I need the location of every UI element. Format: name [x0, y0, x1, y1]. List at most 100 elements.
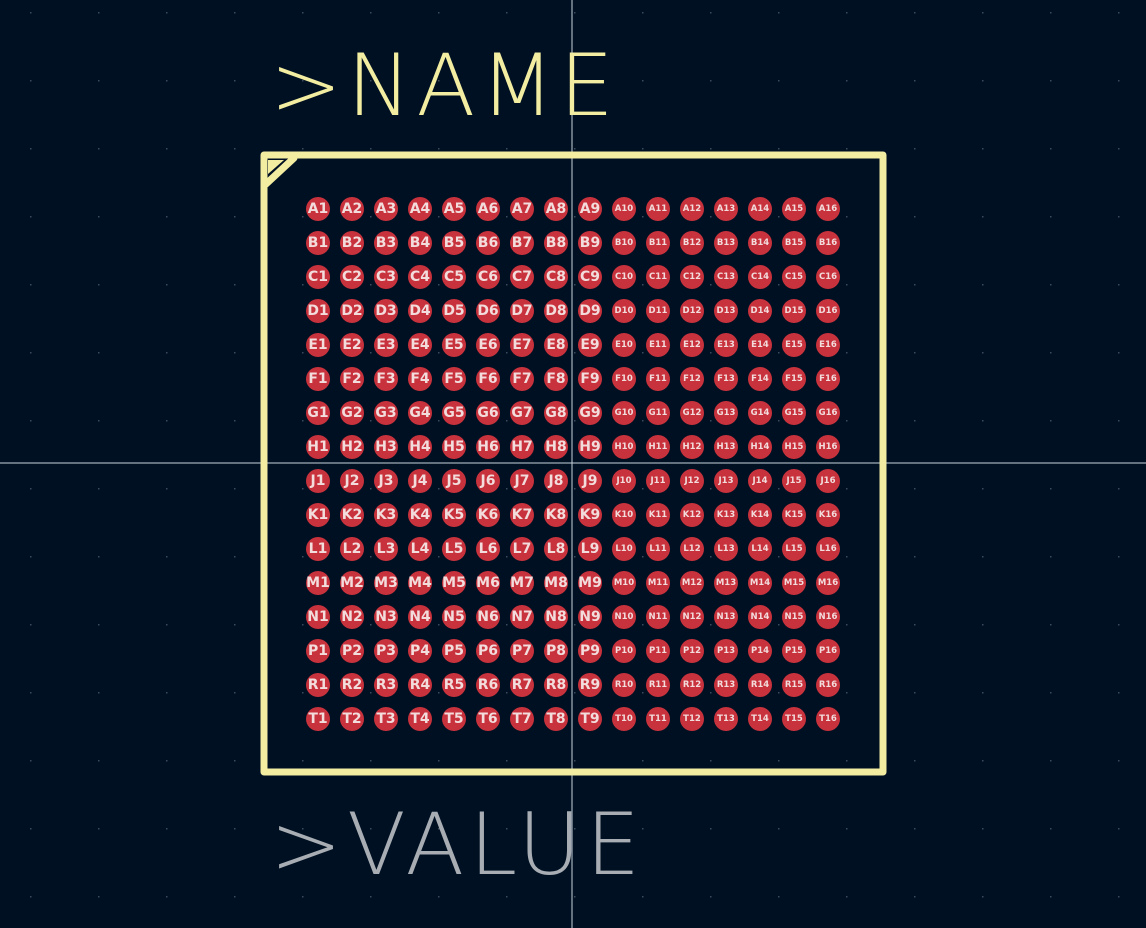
pad-j7[interactable]: J7	[510, 469, 534, 493]
pad-k1[interactable]: K1	[306, 503, 330, 527]
pad-k5[interactable]: K5	[442, 503, 466, 527]
pad-k7[interactable]: K7	[510, 503, 534, 527]
pad-l14[interactable]: L14	[748, 537, 772, 561]
pad-b3[interactable]: B3	[374, 231, 398, 255]
pad-circle[interactable]	[306, 435, 330, 459]
pad-circle[interactable]	[510, 537, 534, 561]
pad-circle[interactable]	[408, 197, 432, 221]
pad-t6[interactable]: T6	[476, 707, 500, 731]
pad-circle[interactable]	[476, 231, 500, 255]
pad-circle[interactable]	[408, 503, 432, 527]
pad-circle[interactable]	[306, 503, 330, 527]
pad-circle[interactable]	[374, 605, 398, 629]
pad-circle[interactable]	[544, 469, 568, 493]
pad-m8[interactable]: M8	[544, 571, 568, 595]
pad-circle[interactable]	[680, 503, 704, 527]
pad-k2[interactable]: K2	[340, 503, 364, 527]
pad-f15[interactable]: F15	[782, 367, 806, 391]
pad-circle[interactable]	[748, 231, 772, 255]
pad-circle[interactable]	[816, 401, 840, 425]
pad-circle[interactable]	[816, 299, 840, 323]
pad-circle[interactable]	[408, 265, 432, 289]
pad-circle[interactable]	[748, 367, 772, 391]
pad-c8[interactable]: C8	[544, 265, 568, 289]
pad-j1[interactable]: J1	[306, 469, 330, 493]
pad-circle[interactable]	[442, 299, 466, 323]
pad-circle[interactable]	[646, 469, 670, 493]
pad-r1[interactable]: R1	[306, 673, 330, 697]
pad-t8[interactable]: T8	[544, 707, 568, 731]
pad-circle[interactable]	[374, 639, 398, 663]
pad-circle[interactable]	[714, 571, 738, 595]
pad-c5[interactable]: C5	[442, 265, 466, 289]
pad-e15[interactable]: E15	[782, 333, 806, 357]
pad-circle[interactable]	[782, 537, 806, 561]
pad-g13[interactable]: G13	[714, 401, 738, 425]
pad-circle[interactable]	[408, 469, 432, 493]
pad-circle[interactable]	[306, 401, 330, 425]
pad-circle[interactable]	[442, 537, 466, 561]
pad-m5[interactable]: M5	[442, 571, 466, 595]
pad-g6[interactable]: G6	[476, 401, 500, 425]
pad-h15[interactable]: H15	[782, 435, 806, 459]
pad-circle[interactable]	[408, 435, 432, 459]
pad-circle[interactable]	[340, 333, 364, 357]
pad-circle[interactable]	[680, 265, 704, 289]
pad-circle[interactable]	[612, 435, 636, 459]
pad-circle[interactable]	[544, 333, 568, 357]
pad-m13[interactable]: M13	[714, 571, 738, 595]
pad-circle[interactable]	[510, 707, 534, 731]
pad-d4[interactable]: D4	[408, 299, 432, 323]
pad-t11[interactable]: T11	[646, 707, 670, 731]
pad-a9[interactable]: A9	[578, 197, 602, 221]
pad-circle[interactable]	[612, 605, 636, 629]
pad-d16[interactable]: D16	[816, 299, 840, 323]
pad-circle[interactable]	[476, 401, 500, 425]
pad-circle[interactable]	[714, 231, 738, 255]
pad-f12[interactable]: F12	[680, 367, 704, 391]
pad-circle[interactable]	[578, 537, 602, 561]
pad-m14[interactable]: M14	[748, 571, 772, 595]
pad-circle[interactable]	[782, 401, 806, 425]
pad-n13[interactable]: N13	[714, 605, 738, 629]
pad-circle[interactable]	[578, 333, 602, 357]
pad-e9[interactable]: E9	[578, 333, 602, 357]
pad-h12[interactable]: H12	[680, 435, 704, 459]
pad-p7[interactable]: P7	[510, 639, 534, 663]
pad-circle[interactable]	[306, 537, 330, 561]
pad-circle[interactable]	[680, 231, 704, 255]
pad-m9[interactable]: M9	[578, 571, 602, 595]
pad-m15[interactable]: M15	[782, 571, 806, 595]
pad-j8[interactable]: J8	[544, 469, 568, 493]
pad-f11[interactable]: F11	[646, 367, 670, 391]
pad-r14[interactable]: R14	[748, 673, 772, 697]
pad-d9[interactable]: D9	[578, 299, 602, 323]
pad-n14[interactable]: N14	[748, 605, 772, 629]
pad-circle[interactable]	[714, 333, 738, 357]
pad-j5[interactable]: J5	[442, 469, 466, 493]
pad-circle[interactable]	[306, 469, 330, 493]
pad-circle[interactable]	[340, 299, 364, 323]
pad-circle[interactable]	[646, 605, 670, 629]
value-field[interactable]: >VALUE	[270, 795, 645, 895]
name-field[interactable]: >NAME	[270, 36, 619, 136]
pad-circle[interactable]	[680, 367, 704, 391]
pad-circle[interactable]	[578, 707, 602, 731]
pad-j4[interactable]: J4	[408, 469, 432, 493]
pad-circle[interactable]	[816, 333, 840, 357]
pad-g4[interactable]: G4	[408, 401, 432, 425]
pad-circle[interactable]	[374, 265, 398, 289]
pad-e1[interactable]: E1	[306, 333, 330, 357]
pad-circle[interactable]	[714, 401, 738, 425]
pad-h3[interactable]: H3	[374, 435, 398, 459]
pad-circle[interactable]	[612, 673, 636, 697]
pad-circle[interactable]	[476, 503, 500, 527]
pad-circle[interactable]	[340, 265, 364, 289]
pad-h1[interactable]: H1	[306, 435, 330, 459]
pad-c12[interactable]: C12	[680, 265, 704, 289]
pad-r7[interactable]: R7	[510, 673, 534, 697]
pad-e14[interactable]: E14	[748, 333, 772, 357]
pad-h4[interactable]: H4	[408, 435, 432, 459]
pad-circle[interactable]	[374, 367, 398, 391]
